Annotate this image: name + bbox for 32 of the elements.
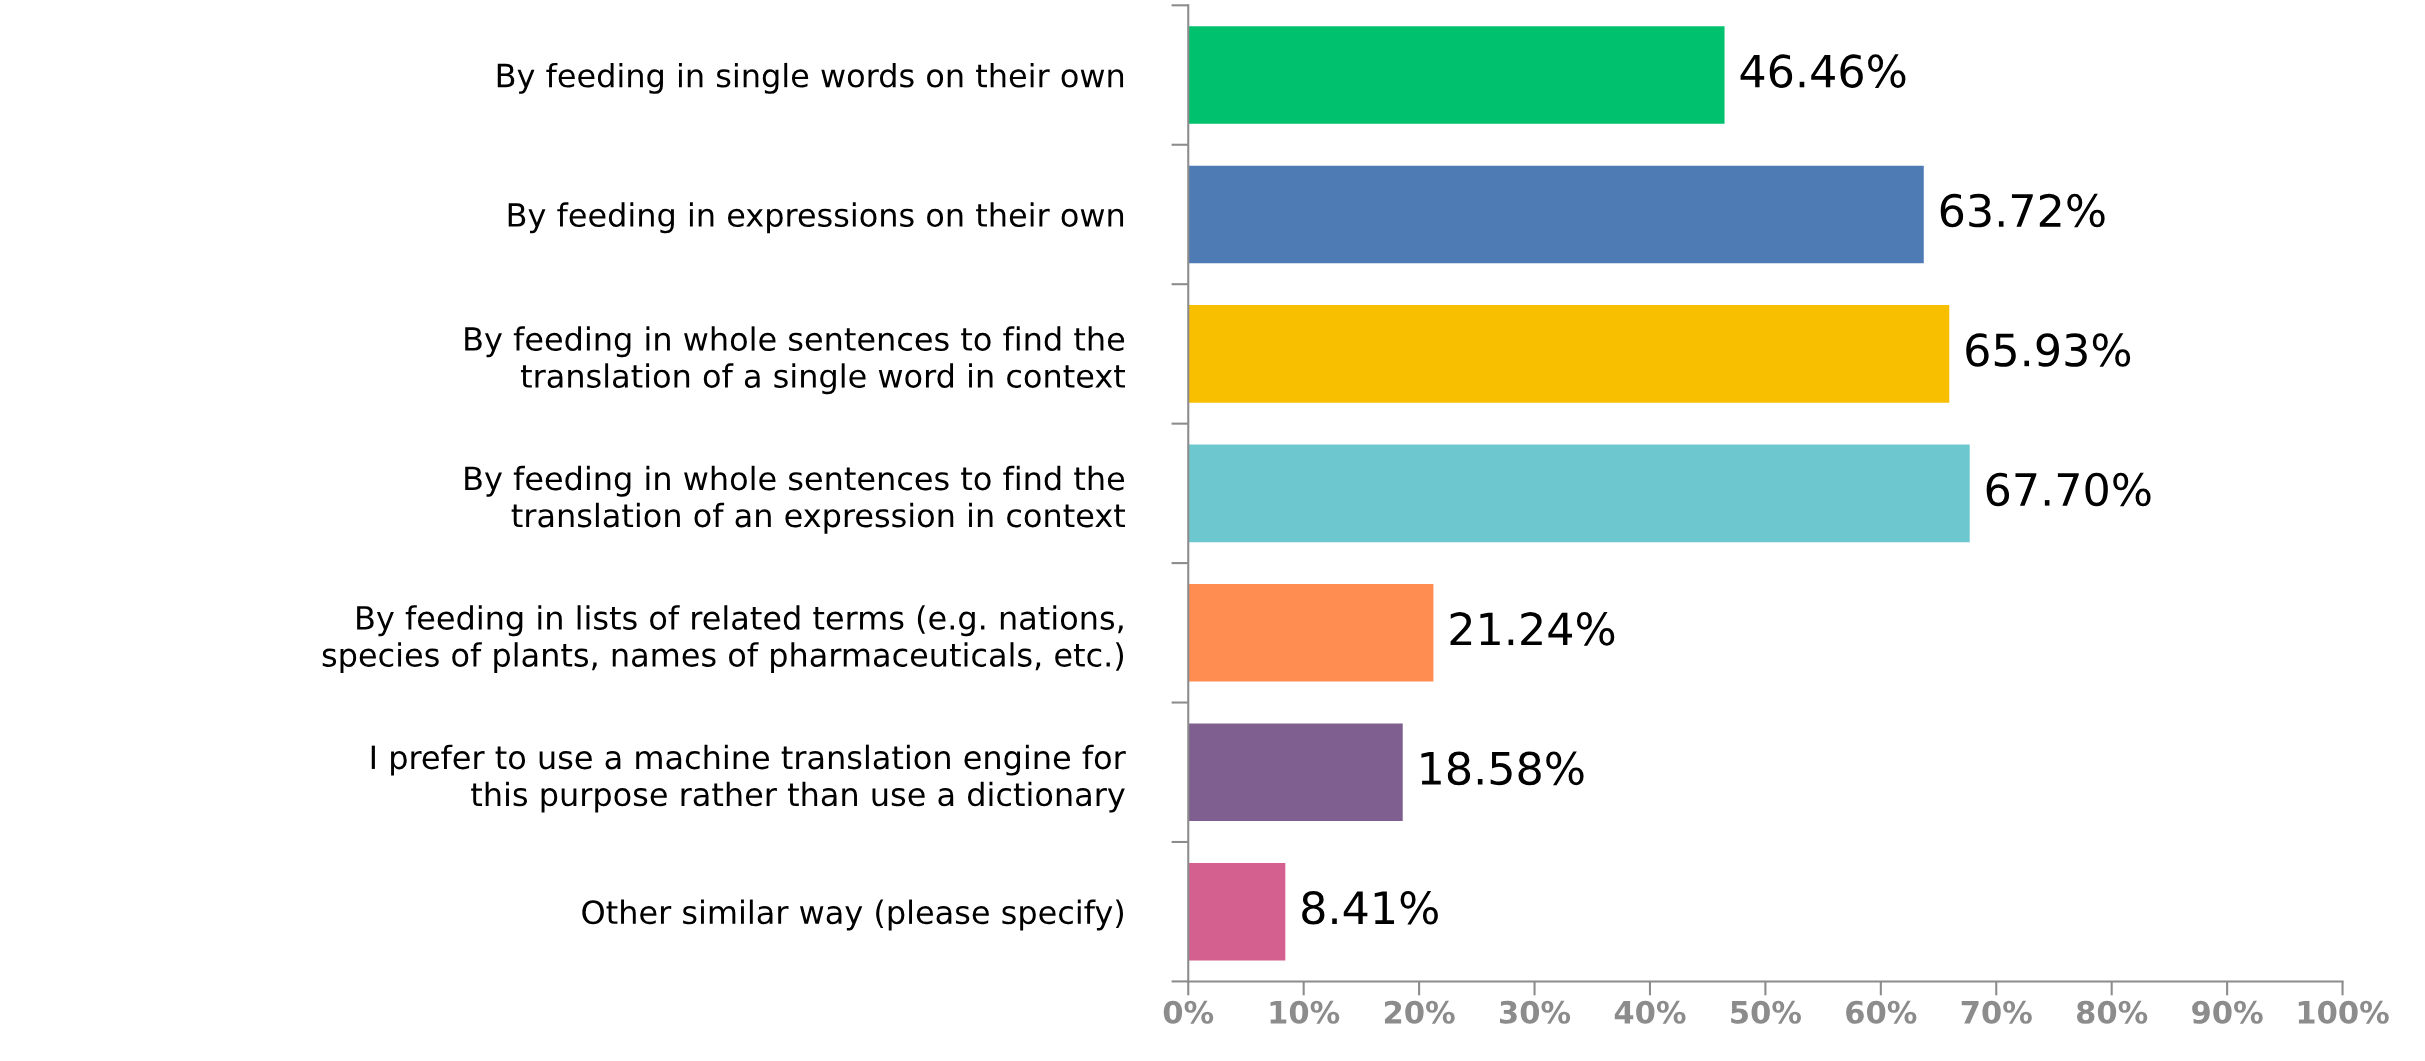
data-label: 8.41%: [1302, 890, 1438, 925]
data-label: 21.24%: [1450, 612, 1615, 646]
data-label: 46.46%: [1740, 54, 1906, 88]
bar: [1188, 723, 1403, 822]
x-tick-label: 70%: [1961, 1000, 2032, 1024]
x-tick-label: 100%: [2298, 1000, 2389, 1024]
bar: [1188, 584, 1434, 682]
data-label: 18.58%: [1421, 751, 1584, 786]
x-tick-label: 40%: [1614, 1000, 1686, 1024]
x-tick-label: 50%: [1731, 1000, 1801, 1024]
y-tick-label: By feeding in lists of related terms (e.g. nations, species of plants, names of pharmaceuticals, etc.): [322, 605, 1124, 674]
x-tick-label: 60%: [1846, 1000, 1917, 1024]
x-tick-label: 30%: [1500, 1000, 1571, 1024]
x-tick-label: 80%: [2076, 1000, 2148, 1024]
bar: [1188, 26, 1725, 124]
y-tick-label: Other similar way (please specify): [582, 899, 1123, 931]
bar: [1188, 862, 1286, 961]
y-tick-label: I prefer to use a machine translation engine for this purpose rather than use a dictionary: [371, 744, 1126, 813]
x-tick-label: 10%: [1270, 1000, 1340, 1024]
bar: [1188, 165, 1924, 264]
data-label: 67.70%: [1986, 472, 2151, 507]
x-tick-label: 20%: [1384, 1000, 1455, 1024]
y-tick-label: By feeding in whole sentences to find the translation of an expression in context: [465, 465, 1125, 534]
y-tick-label: By feeding in single words on their own: [497, 62, 1124, 94]
data-label: 65.93%: [1966, 333, 2131, 367]
x-tick-label: 0%: [1163, 1000, 1214, 1024]
y-tick-label: By feeding in expressions on their own: [508, 202, 1124, 234]
bar: [1188, 444, 1970, 543]
bar: [1188, 305, 1950, 403]
y-tick-label: By feeding in whole sentences to find the translation of a single word in context: [465, 326, 1125, 395]
data-label: 63.72%: [1940, 193, 2105, 228]
x-tick-label: 90%: [2192, 1000, 2263, 1024]
